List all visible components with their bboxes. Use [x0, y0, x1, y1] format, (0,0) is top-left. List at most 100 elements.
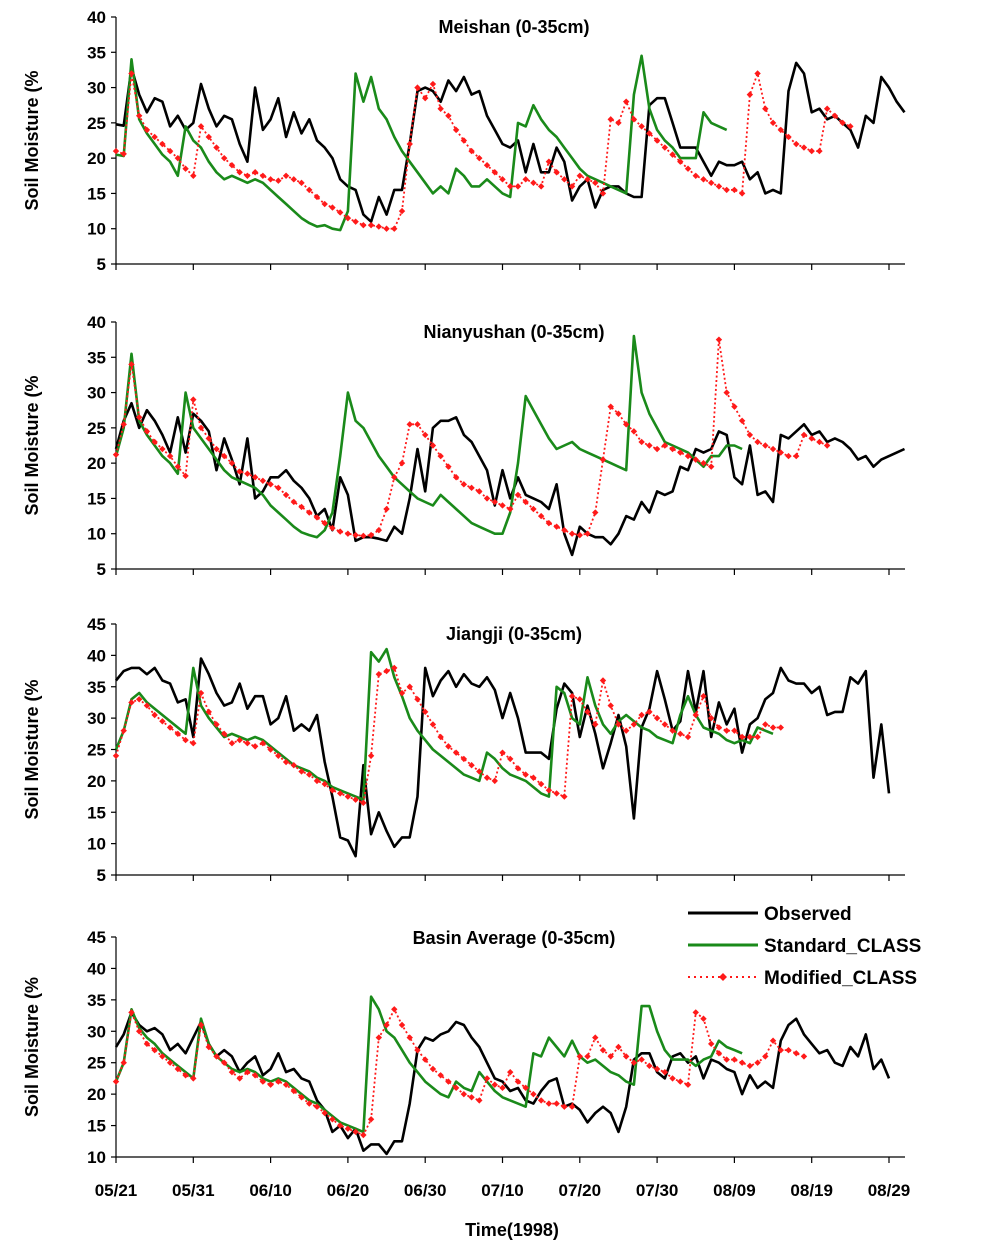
y-tick-label: 45: [87, 615, 106, 634]
data-point: [808, 435, 815, 442]
data-point: [723, 389, 730, 396]
data-point: [661, 1068, 669, 1076]
data-point: [267, 1081, 274, 1088]
data-point: [708, 463, 715, 470]
data-point: [336, 790, 344, 797]
x-tick-label: 06/10: [249, 1181, 292, 1200]
data-point: [143, 1040, 151, 1048]
data-point: [653, 445, 661, 453]
data-point: [437, 452, 444, 460]
data-point: [174, 1065, 182, 1073]
data-point: [306, 509, 313, 516]
data-point: [793, 140, 800, 148]
data-point: [367, 752, 375, 759]
data-point: [514, 765, 522, 772]
data-point: [375, 671, 383, 678]
data-point: [677, 730, 684, 738]
data-point: [460, 481, 468, 488]
data-point: [847, 123, 854, 130]
data-point: [599, 456, 607, 463]
data-point: [769, 1037, 777, 1044]
series-modified-class: [112, 70, 854, 232]
data-point: [151, 438, 158, 446]
data-point: [483, 162, 491, 169]
data-point: [684, 733, 692, 741]
data-point: [468, 1094, 475, 1101]
data-point: [360, 221, 367, 229]
data-point: [282, 491, 290, 499]
data-point: [452, 1084, 460, 1092]
data-point: [275, 177, 282, 184]
data-point: [190, 740, 197, 747]
y-tick-label: 10: [87, 1148, 106, 1167]
data-point: [522, 1084, 529, 1092]
data-point: [731, 403, 738, 410]
data-point: [630, 721, 638, 728]
data-point: [182, 736, 189, 744]
data-point: [321, 200, 328, 208]
data-point: [398, 207, 406, 215]
data-point: [329, 787, 336, 794]
data-point: [514, 1078, 522, 1085]
data-point: [228, 740, 236, 747]
data-point: [422, 431, 429, 439]
series-standard-class: [114, 334, 743, 539]
series-modified-class: [112, 1006, 808, 1139]
data-point: [360, 532, 367, 540]
series-observed: [115, 61, 906, 223]
x-tick-label: 08/19: [790, 1181, 833, 1200]
y-tick-label: 35: [87, 991, 106, 1010]
data-point: [530, 1090, 537, 1098]
y-tick-label: 30: [87, 709, 106, 728]
y-tick-label: 5: [97, 255, 106, 274]
data-point: [715, 336, 723, 343]
data-point: [221, 452, 228, 460]
panel-3: 10 15 20 25 30 35 40 45 05/21 05/31 06/10 06/20 06/3…: [22, 928, 910, 1200]
y-tick-label: 40: [87, 646, 106, 665]
legend-label-observed: Observed: [764, 904, 852, 925]
panel-1: 5 10 15 20 25 30 35 40 Nianyushan (0-35cm) Soil M…: [22, 313, 906, 579]
data-point: [816, 438, 823, 446]
y-tick-label: 25: [87, 114, 106, 133]
data-point: [537, 512, 545, 520]
data-point: [112, 752, 120, 759]
data-point: [151, 133, 158, 141]
data-point: [553, 790, 560, 797]
data-point: [166, 1059, 174, 1066]
data-point: [839, 119, 846, 127]
data-point: [197, 689, 205, 697]
data-point: [723, 186, 730, 194]
data-point: [692, 456, 699, 463]
data-point: [306, 186, 313, 194]
x-tick-label: 06/30: [404, 1181, 447, 1200]
data-point: [530, 774, 537, 781]
data-point: [592, 179, 599, 187]
data-point: [298, 179, 305, 187]
data-point: [684, 165, 692, 172]
data-point: [344, 1125, 352, 1132]
data-point: [228, 1068, 236, 1076]
data-point: [221, 154, 228, 162]
data-point: [128, 361, 135, 368]
data-point: [499, 176, 506, 183]
data-point: [414, 696, 421, 703]
data-point: [344, 793, 352, 800]
data-point: [135, 414, 143, 421]
data-point: [715, 183, 723, 190]
data-point: [584, 708, 591, 716]
data-point: [197, 424, 205, 432]
y-tick-label: 35: [87, 678, 106, 697]
data-point: [174, 154, 182, 162]
data-point: [344, 214, 352, 222]
y-tick-label: 35: [87, 348, 106, 367]
data-point: [507, 755, 514, 763]
data-point: [190, 1075, 197, 1082]
data-point: [236, 1075, 243, 1082]
data-point: [290, 176, 297, 183]
data-point: [584, 1053, 591, 1060]
y-tick-label: 20: [87, 1085, 106, 1104]
data-point: [499, 502, 506, 509]
data-point: [391, 474, 398, 481]
series-modified-class: [112, 664, 784, 807]
data-point: [159, 140, 166, 148]
